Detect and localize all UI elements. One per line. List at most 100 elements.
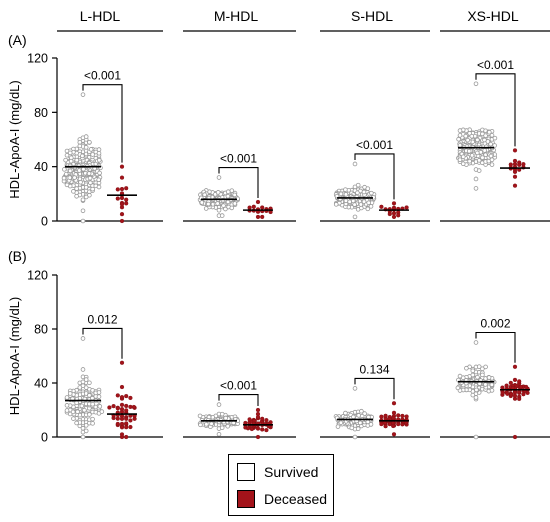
data-point-deceased xyxy=(115,421,120,427)
data-point-deceased xyxy=(512,364,518,369)
data-point-deceased xyxy=(512,148,518,153)
data-point-survived xyxy=(61,175,67,181)
data-point-survived xyxy=(352,202,357,207)
data-point-deceased xyxy=(124,425,129,430)
data-point-survived xyxy=(80,197,86,203)
data-point-survived xyxy=(470,368,476,374)
data-point-survived xyxy=(202,192,207,198)
data-point-survived xyxy=(75,409,80,415)
data-point-survived xyxy=(476,364,482,369)
data-point-survived xyxy=(356,413,361,418)
data-point-deceased xyxy=(124,197,129,202)
data-point-deceased xyxy=(517,396,522,402)
data-point-survived xyxy=(216,402,222,407)
data-point-survived xyxy=(83,385,89,390)
data-point-deceased xyxy=(115,406,120,411)
data-point-deceased xyxy=(119,186,125,192)
data-point-deceased xyxy=(523,384,529,389)
data-point-deceased xyxy=(404,414,409,419)
data-point-survived xyxy=(96,177,101,183)
data-point-survived xyxy=(464,365,469,371)
data-point-deceased xyxy=(508,380,513,385)
y-tick-label: 0 xyxy=(41,215,48,229)
data-point-deceased xyxy=(517,162,522,167)
data-point-survived xyxy=(460,154,466,160)
data-point-deceased xyxy=(500,390,505,395)
data-point-deceased xyxy=(255,411,261,417)
p-value-label: <0.001 xyxy=(220,152,257,166)
data-point-survived xyxy=(67,175,73,180)
data-point-survived xyxy=(80,208,86,214)
data-point-survived xyxy=(74,186,79,191)
data-point-deceased xyxy=(245,426,251,431)
data-point-survived xyxy=(216,207,222,213)
data-point-deceased xyxy=(255,434,261,440)
data-point-survived xyxy=(88,180,93,186)
data-point-survived xyxy=(80,367,86,372)
data-point-survived xyxy=(63,171,69,177)
data-point-survived xyxy=(343,187,348,192)
data-point-survived xyxy=(64,152,70,158)
significance-bracket xyxy=(354,377,395,400)
data-point-deceased xyxy=(119,425,125,430)
data-point-deceased xyxy=(119,416,125,421)
data-point-survived xyxy=(87,380,92,386)
data-point-survived xyxy=(87,139,92,145)
data-point-survived xyxy=(365,186,371,191)
data-point-deceased xyxy=(124,421,129,426)
data-point-survived xyxy=(489,162,495,167)
data-point-survived xyxy=(357,420,363,426)
data-point-survived xyxy=(352,386,358,391)
data-point-deceased xyxy=(391,423,396,429)
data-point-deceased xyxy=(107,405,112,410)
data-point-survived xyxy=(77,168,82,173)
data-point-survived xyxy=(96,394,102,399)
data-point-survived xyxy=(474,387,479,393)
data-point-survived xyxy=(90,186,95,192)
data-point-survived xyxy=(90,421,95,426)
significance-bracket xyxy=(82,327,123,359)
data-point-deceased xyxy=(115,196,120,201)
data-point-survived xyxy=(457,143,463,148)
data-point-deceased xyxy=(111,404,116,409)
data-point-survived xyxy=(473,81,479,87)
data-point-survived xyxy=(74,157,80,163)
legend-item-survived: Survived xyxy=(237,461,318,483)
data-point-survived xyxy=(80,379,86,385)
data-point-survived xyxy=(225,189,231,195)
p-value-label: 0.002 xyxy=(480,317,510,331)
data-point-survived xyxy=(86,171,92,176)
data-point-survived xyxy=(90,395,95,401)
data-point-survived xyxy=(355,426,361,432)
data-point-deceased xyxy=(124,201,129,206)
data-point-deceased xyxy=(391,432,397,437)
data-point-deceased xyxy=(255,199,261,205)
significance-bracket xyxy=(475,73,516,147)
data-point-deceased xyxy=(128,395,133,401)
data-point-survived xyxy=(489,132,495,138)
y-tick-label: 80 xyxy=(34,323,48,337)
data-point-survived xyxy=(90,152,95,157)
p-value-label: 0.134 xyxy=(359,362,389,376)
data-point-survived xyxy=(473,340,479,345)
data-point-survived xyxy=(74,400,79,405)
column-header-m-hdl: M-HDL xyxy=(214,8,259,24)
data-point-deceased xyxy=(119,164,125,169)
data-point-deceased xyxy=(387,211,392,217)
data-point-survived xyxy=(216,431,222,437)
data-point-deceased xyxy=(255,214,261,220)
data-point-survived xyxy=(215,201,220,206)
data-point-survived xyxy=(199,200,205,205)
data-point-survived xyxy=(232,192,237,198)
data-point-deceased xyxy=(264,418,269,423)
data-point-deceased xyxy=(264,428,269,433)
y-tick-label: 80 xyxy=(34,106,48,120)
data-point-survived xyxy=(90,416,95,422)
data-point-deceased xyxy=(391,205,397,210)
data-point-survived xyxy=(475,374,480,380)
significance-bracket xyxy=(218,166,259,198)
data-point-survived xyxy=(474,150,480,156)
data-point-survived xyxy=(83,194,89,200)
y-axis-label: HDL-ApoA-I (mg/dL) xyxy=(7,80,22,198)
data-point-deceased xyxy=(517,379,522,384)
